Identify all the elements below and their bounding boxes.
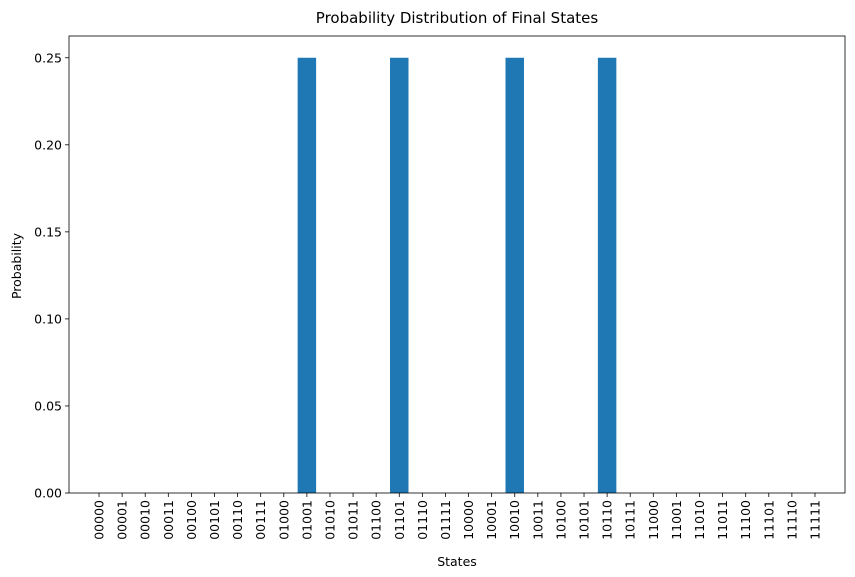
x-tick-label: 01011 xyxy=(346,500,361,540)
x-tick-label: 10110 xyxy=(600,500,615,540)
x-tick-label: 10011 xyxy=(530,500,545,540)
x-tick-label: 11000 xyxy=(646,500,661,540)
y-tick-label: 0.10 xyxy=(34,311,62,326)
x-tick-label: 00000 xyxy=(92,500,107,540)
chart-title: Probability Distribution of Final States xyxy=(316,9,599,27)
x-tick-label: 11110 xyxy=(784,500,799,540)
x-tick-label: 00100 xyxy=(184,500,199,540)
x-tick-label: 10101 xyxy=(577,500,592,540)
x-tick-label: 11001 xyxy=(669,500,684,540)
plot-area: 0.00 0.05 0.10 0.15 0.20 0.25 00000 00001 00010 0… xyxy=(34,35,846,540)
y-tick-label: 0.25 xyxy=(34,50,62,65)
y-axis-label: Probability xyxy=(9,232,24,299)
x-tick-label: 11101 xyxy=(761,500,776,540)
x-tick-label: 01010 xyxy=(322,500,337,540)
bar-10110 xyxy=(597,57,617,494)
y-tick-label: 0.00 xyxy=(34,486,62,501)
x-axis-label: States xyxy=(437,554,477,569)
x-tick-label: 00111 xyxy=(253,500,268,540)
x-tick-label: 01001 xyxy=(299,500,314,540)
bar-10010 xyxy=(505,57,524,494)
y-tick-label: 0.20 xyxy=(34,137,62,152)
x-tick-label: 01100 xyxy=(369,500,384,540)
x-tick-label: 11111 xyxy=(807,500,822,540)
x-tick-label: 01111 xyxy=(438,500,453,540)
x-tick-label: 01000 xyxy=(276,500,291,540)
bar-01001 xyxy=(297,57,317,494)
x-tick-label: 00010 xyxy=(138,500,153,540)
axes-frame xyxy=(68,35,846,494)
x-tick-label: 11010 xyxy=(692,500,707,540)
x-tick-label: 01110 xyxy=(415,500,430,540)
bar-01101 xyxy=(390,57,409,494)
y-tick-label: 0.05 xyxy=(34,398,62,413)
x-tick-label: 00110 xyxy=(230,500,245,540)
x-tick-label: 10001 xyxy=(484,500,499,540)
x-tick-label: 00011 xyxy=(161,500,176,540)
x-tick-label: 00101 xyxy=(207,500,222,540)
x-tick-label: 10000 xyxy=(461,500,476,540)
x-tick-label: 01101 xyxy=(392,500,407,540)
x-tick-label: 10010 xyxy=(507,500,522,540)
x-tick-label: 00001 xyxy=(115,500,130,540)
x-tick-label: 10100 xyxy=(553,500,568,540)
y-tick-label: 0.15 xyxy=(34,224,62,239)
x-tick-label: 11011 xyxy=(715,500,730,540)
x-tick-label: 11100 xyxy=(738,500,753,540)
x-tick-label: 10111 xyxy=(623,500,638,540)
